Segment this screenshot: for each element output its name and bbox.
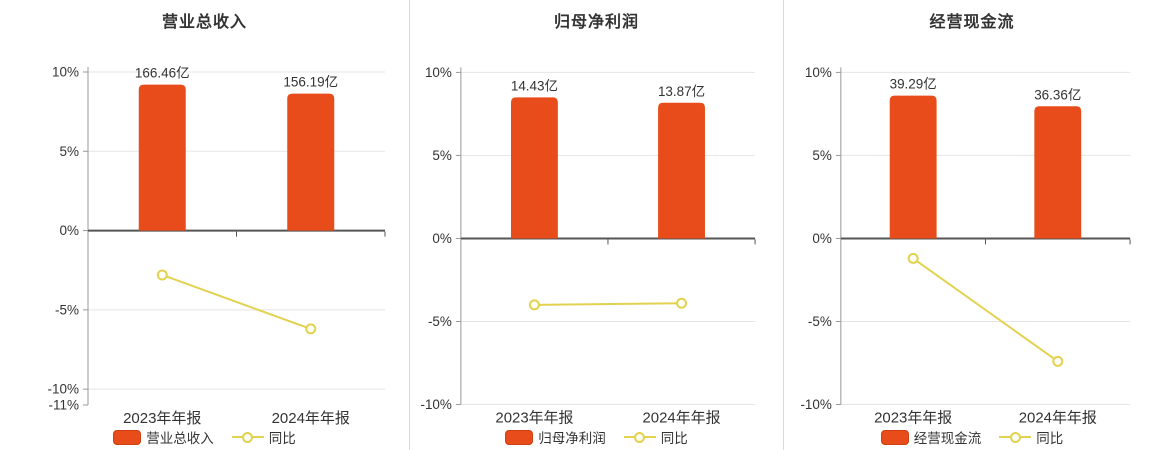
yoy-line (161, 274, 312, 330)
legend-bar-label: 归母净利润 (538, 431, 606, 446)
chart-plot-revenue: 10% 5% 0% -5% -10%-11% 166.46亿 2023年年报 156.19亿 2… (47, 65, 386, 427)
chart-title-revenue: 营业总收入 (161, 14, 247, 31)
legend-line-label: 同比 (1036, 431, 1064, 446)
y-axis-tick-label: 5% (812, 148, 831, 163)
legend-item-bar-series[interactable]: 营业总收入 (113, 427, 214, 447)
chart-revenue: 营业总收入 10% 5% 0% -5% -10% -11% 166.46亿 2023年年报 15… (0, 0, 409, 450)
bar-value-label: 39.29亿 (890, 77, 937, 92)
yoy-line (534, 302, 682, 306)
x-axis-category-label: 2023年年报 (123, 410, 201, 427)
bar-2024年年报 (1034, 106, 1082, 239)
bar-value-label: 156.19亿 (283, 75, 338, 90)
y-axis-tick-label: -5% (808, 314, 832, 329)
line-marker-icon (623, 431, 656, 443)
chart-plot-cash-flow: 10% 5% 0% -5% -10% 39.29亿 2023年年报 36.36亿 2024年年报 (800, 65, 1131, 426)
y-axis-tick-label: 10% (52, 65, 79, 80)
x-axis-category-label: 2023年年报 (495, 409, 573, 426)
bar-swatch-icon (880, 429, 909, 445)
y-axis-tick-label: -11% (48, 398, 79, 413)
legend-item-bar-series[interactable]: 经营现金流 (880, 427, 982, 447)
bar-2024年年报 (287, 93, 335, 231)
bar-value-label: 13.87亿 (658, 84, 705, 99)
y-axis-tick-label: 5% (432, 148, 451, 163)
bar-2023年年报 (138, 84, 186, 231)
bar-2024年年报 (658, 102, 705, 239)
legend-line-label: 同比 (268, 431, 296, 446)
legend-bar-label: 经营现金流 (913, 431, 982, 446)
yoy-line-marker (1052, 355, 1064, 367)
y-axis-tick-label: -5% (428, 314, 452, 329)
chart-legend-net-profit: 归母净利润 同比 (410, 427, 783, 447)
yoy-line-marker (907, 252, 919, 264)
yoy-line-marker (528, 299, 540, 311)
bar-value-label: 14.43亿 (511, 78, 558, 93)
legend-item-line-series[interactable]: 同比 (231, 427, 296, 447)
legend-item-bar-series[interactable]: 归母净利润 (505, 427, 606, 447)
yoy-line-marker (676, 297, 688, 309)
yoy-line-marker (305, 323, 317, 335)
yoy-line-marker (156, 269, 168, 281)
chart-legend-cash-flow: 经营现金流 同比 (784, 427, 1160, 447)
bar-2023年年报 (889, 95, 937, 239)
legend-item-line-series[interactable]: 同比 (623, 427, 688, 447)
legend-bar-label: 营业总收入 (146, 431, 214, 446)
yoy-line (912, 257, 1059, 363)
y-axis-tick-label: 10% (425, 65, 452, 80)
bar-value-label: 36.36亿 (1034, 87, 1081, 102)
y-axis-tick-label: -5% (55, 302, 79, 317)
y-axis-tick-label: -10% (420, 397, 451, 412)
y-axis-tick-label: -10% (800, 397, 831, 412)
y-axis-tick-label: 0% (812, 231, 831, 246)
x-axis-category-label: 2024年年报 (272, 410, 350, 427)
chart-net-profit: 归母净利润 10% 5% 0% -5% -10% 14.43亿 2023年年报 13.87亿 2… (409, 0, 783, 450)
bar-swatch-icon (505, 429, 534, 445)
x-axis-category-label: 2023年年报 (874, 409, 952, 426)
x-axis-category-label: 2024年年报 (642, 409, 720, 426)
bar-swatch-icon (113, 429, 142, 445)
chart-plot-net-profit: 10% 5% 0% -5% -10% 14.43亿 2023年年报 13.87亿 2024年年报 (420, 65, 756, 426)
x-axis-category-label: 2024年年报 (1019, 409, 1097, 426)
y-axis-tick-label: 0% (59, 223, 79, 238)
y-axis-tick-label: -10% (47, 382, 79, 397)
bar-2023年年报 (510, 97, 558, 239)
line-marker-icon (999, 431, 1032, 443)
chart-legend-revenue: 营业总收入 同比 (0, 427, 409, 447)
y-axis-tick-label: 10% (805, 65, 832, 80)
y-axis-tick-label: 0% (432, 231, 451, 246)
chart-operating-cash-flow: 经营现金流 10% 5% 0% -5% -10% 39.29亿 2023年年报 36.36亿 2… (783, 0, 1160, 450)
line-marker-icon (231, 431, 264, 443)
bar-value-label: 166.46亿 (135, 66, 190, 81)
chart-title-cash-flow: 经营现金流 (929, 14, 1015, 31)
legend-line-label: 同比 (660, 431, 688, 446)
legend-item-line-series[interactable]: 同比 (999, 427, 1063, 447)
chart-title-net-profit: 归母净利润 (553, 14, 639, 31)
y-axis-tick-label: 5% (59, 144, 79, 159)
